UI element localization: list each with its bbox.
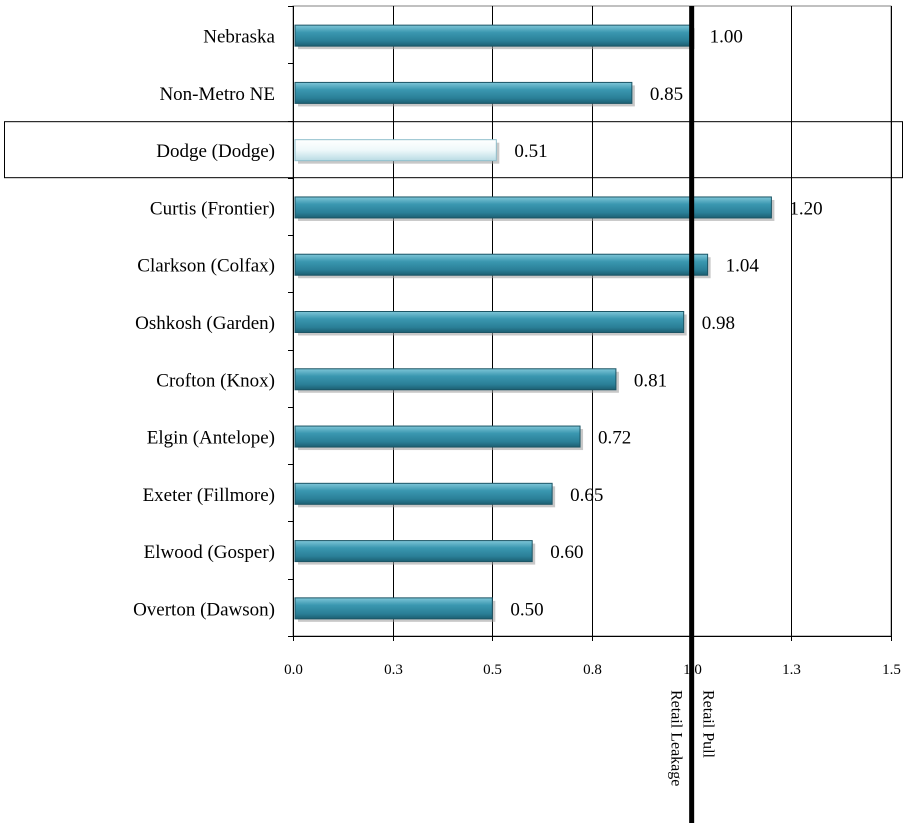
- value-label: 1.20: [789, 198, 822, 219]
- category-label: Nebraska: [203, 27, 275, 48]
- value-label: 0.50: [510, 599, 543, 620]
- bar: [294, 425, 581, 448]
- bar: [294, 311, 685, 333]
- axis-layer: 0.00.30.50.81.01.31.5: [284, 6, 901, 678]
- category-label: Oshkosh (Garden): [135, 313, 275, 334]
- reference-label-right: Retail Pull: [700, 690, 717, 759]
- bar: [294, 81, 633, 104]
- value-label: 0.72: [598, 428, 631, 449]
- bar: [294, 139, 497, 162]
- value-label: 0.65: [570, 485, 603, 506]
- reference-label-left: Retail Leakage: [668, 690, 685, 786]
- x-tick-label: 0.5: [483, 662, 502, 678]
- value-label: 0.81: [634, 370, 667, 391]
- value-label: 0.85: [650, 84, 683, 105]
- x-tick-label: 1.3: [782, 662, 801, 678]
- bar: [294, 368, 617, 391]
- x-tick-label: 0.8: [583, 662, 602, 678]
- value-label: 0.60: [550, 542, 583, 563]
- category-label: Exeter (Fillmore): [143, 485, 275, 506]
- x-tick-label: 1.5: [882, 662, 901, 678]
- category-label: Overton (Dawson): [133, 599, 275, 620]
- bars-layer: [294, 24, 775, 622]
- bar: [294, 253, 709, 276]
- highlight-box: [4, 121, 903, 179]
- category-label: Elgin (Antelope): [147, 428, 275, 449]
- value-label: 1.04: [726, 256, 760, 277]
- bar: [294, 24, 693, 47]
- category-label: Elwood (Gosper): [144, 542, 275, 563]
- bar: [294, 196, 772, 219]
- bar: [294, 482, 553, 505]
- x-tick-label: 0.0: [284, 662, 303, 678]
- bar: [294, 540, 533, 563]
- value-label: 1.00: [710, 27, 743, 48]
- category-label: Non-Metro NE: [159, 84, 275, 105]
- bar: [294, 597, 493, 620]
- highlight-layer: [4, 121, 903, 179]
- category-label: Crofton (Knox): [156, 370, 275, 391]
- category-label: Clarkson (Colfax): [137, 256, 275, 277]
- labels-layer: Nebraska 1.00 Non-Metro NE 0.85 Dodge (Dodge…: [133, 27, 823, 621]
- value-label: 0.98: [702, 313, 735, 334]
- x-tick-label: 0.3: [384, 662, 403, 678]
- value-label: 0.51: [514, 141, 547, 162]
- category-label: Dodge (Dodge): [156, 141, 275, 162]
- category-label: Curtis (Frontier): [150, 198, 275, 219]
- ref-layer: Retail Leakage Retail Pull: [668, 6, 717, 823]
